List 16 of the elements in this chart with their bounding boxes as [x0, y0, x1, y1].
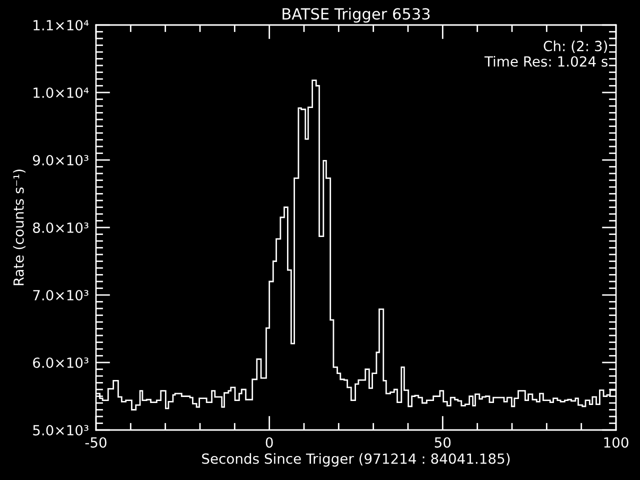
x-tick-label: 100	[604, 437, 628, 448]
y-tick-label: 9.0×10³	[32, 154, 88, 166]
y-tick-label: 5.0×10³	[33, 424, 88, 436]
annotation: Time Res: 1.024 s	[484, 56, 608, 67]
y-tick-label: 8.0×10³	[33, 222, 88, 233]
x-axis-title: Seconds Since Trigger (971214 : 84041.185)	[202, 453, 510, 467]
chart-title: BATSE Trigger 6533	[282, 8, 430, 23]
x-tick-label: 0	[266, 437, 273, 448]
y-tick-label: 1.1×10⁴	[34, 20, 89, 30]
x-tick-label: 50	[434, 437, 451, 448]
y-tick-label: 6.0×10³	[33, 357, 88, 368]
annotation: Ch: (2: 3)	[544, 40, 608, 53]
y-axis-title: Rate (counts s⁻¹)	[13, 170, 26, 286]
y-tick-label: 7.0×10³	[33, 290, 88, 300]
x-tick-label: -50	[85, 437, 106, 448]
y-tick-label: 1.0×10⁴	[34, 87, 89, 98]
